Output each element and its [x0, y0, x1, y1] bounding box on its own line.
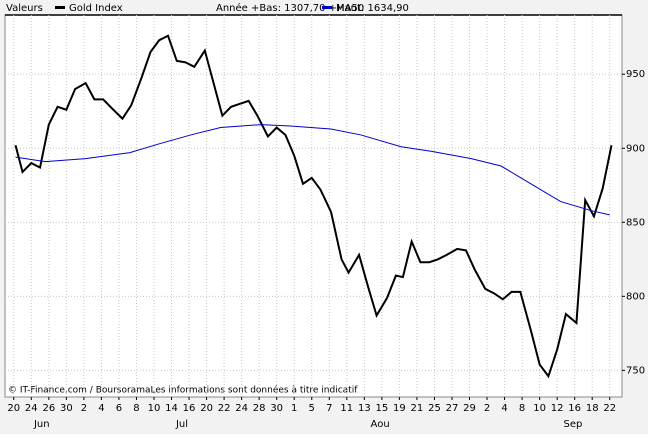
series-line — [14, 34, 613, 379]
month-label: Aou — [371, 419, 390, 430]
y-tick-label: 900 — [626, 143, 645, 154]
x-tick-label: 19 — [393, 403, 406, 414]
x-tick-label: 10 — [148, 403, 161, 414]
x-tick-label: 8 — [133, 403, 139, 414]
y-tick-label: 750 — [626, 365, 645, 376]
x-tick-label: 25 — [428, 403, 441, 414]
x-tick-label: 24 — [235, 403, 248, 414]
x-tick-label: 22 — [218, 403, 231, 414]
x-tick-label: 15 — [375, 403, 388, 414]
y-tick-label: 850 — [626, 217, 645, 228]
x-tick-label: 20 — [200, 403, 213, 414]
x-tick-label: 26 — [42, 403, 55, 414]
x-tick-label: 28 — [253, 403, 266, 414]
x-tick-label: 12 — [551, 403, 564, 414]
month-label: Sep — [563, 419, 582, 430]
x-tick-label: 30 — [270, 403, 283, 414]
legend-swatch — [55, 6, 65, 9]
y-tick-label: 800 — [626, 291, 645, 302]
x-tick-label: 6 — [116, 403, 122, 414]
x-tick-label: 8 — [519, 403, 525, 414]
header-label: Valeurs — [6, 3, 43, 14]
x-tick-label: 16 — [568, 403, 581, 414]
x-tick-label: 10 — [533, 403, 546, 414]
x-tick-label: 21 — [411, 403, 424, 414]
x-tick-label: 30 — [60, 403, 73, 414]
x-tick-label: 20 — [7, 403, 20, 414]
legend-swatch — [322, 6, 332, 9]
x-tick-label: 5 — [309, 403, 315, 414]
x-tick-label: 27 — [446, 403, 459, 414]
x-tick-label: 22 — [603, 403, 616, 414]
range-note: Année +Bas: 1307,70 +Haut: 1634,90 — [216, 2, 409, 14]
x-tick-label: 16 — [183, 403, 196, 414]
x-tick-label: 7 — [326, 403, 332, 414]
legend-label: Gold Index — [69, 3, 123, 14]
x-tick-label: 29 — [463, 403, 476, 414]
legend-label: MA50 — [336, 3, 364, 14]
month-label: Jun — [33, 419, 50, 430]
footer: © IT-Finance.com / BoursoramaLes informa… — [8, 385, 358, 396]
x-tick-label: 11 — [340, 403, 353, 414]
x-tick-label: 2 — [484, 403, 490, 414]
series-line — [15, 124, 610, 216]
x-tick-label: 18 — [586, 403, 599, 414]
x-tick-label: 2 — [81, 403, 87, 414]
x-tick-label: 4 — [98, 403, 104, 414]
x-tick-label: 14 — [165, 403, 178, 414]
y-tick-label: 950 — [626, 69, 645, 80]
x-tick-label: 13 — [358, 403, 371, 414]
x-tick-label: 24 — [25, 403, 38, 414]
month-label: Jul — [175, 419, 188, 430]
x-tick-label: 4 — [501, 403, 507, 414]
x-tick-label: 1 — [291, 403, 297, 414]
plot-area — [4, 14, 623, 398]
